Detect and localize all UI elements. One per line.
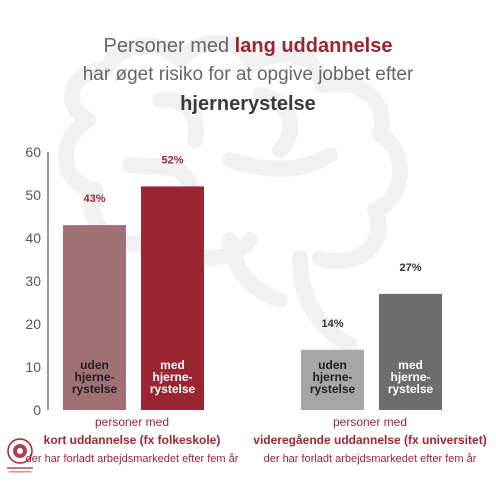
group-label-main: kort uddannelse (fx folkeskole) — [44, 433, 221, 447]
bar-category-label: hjerne- — [312, 370, 352, 384]
y-axis: 0 10 20 30 40 50 60 — [25, 144, 49, 418]
bar-value-label: 43% — [83, 193, 105, 205]
bar-category-label: hjerne- — [390, 370, 430, 384]
chart-title-line2: har øget risiko for at opgive jobbet eft… — [83, 64, 414, 85]
bar-category-label: hjerne- — [152, 370, 192, 384]
bar-category-label: rystelse — [72, 382, 118, 396]
bar-value-label: 27% — [399, 262, 421, 274]
y-tick-label: 20 — [25, 316, 41, 332]
group-label-sub: der har forladt arbejdsmarkedet efter fe… — [26, 453, 239, 465]
bar-category-label: rystelse — [310, 382, 356, 396]
bar-category-label: rystelse — [388, 382, 434, 396]
y-tick-label: 40 — [25, 230, 41, 246]
university-seal-icon — [7, 438, 33, 473]
y-tick-label: 60 — [25, 144, 41, 160]
group-labels: personer med kort uddannelse (fx folkesko… — [26, 415, 487, 465]
y-tick-label: 50 — [25, 187, 41, 203]
bar-category-label: med — [160, 358, 185, 372]
bar-value-label: 14% — [321, 318, 343, 330]
bar — [379, 293, 442, 410]
chart-title-line1: Personer med lang uddannelse — [104, 35, 393, 57]
y-tick-label: 0 — [33, 402, 41, 418]
bar-value-label: 52% — [161, 154, 183, 166]
bars: 43%udenhjerne-rystelse52%medhjerne-ryste… — [63, 154, 442, 410]
chart-title-line3: hjernerystelse — [180, 93, 316, 115]
y-tick-label: 10 — [25, 359, 41, 375]
bar — [63, 225, 126, 410]
bar-category-label: uden — [80, 358, 109, 372]
bar-category-label: hjerne- — [74, 370, 114, 384]
group-label-sub: der har forladt arbejdsmarkedet efter fe… — [264, 453, 477, 465]
bar — [141, 186, 204, 410]
bar-category-label: uden — [318, 358, 347, 372]
brain-icon — [57, 34, 409, 353]
group-label-main: videregående uddannelse (fx universitet) — [253, 433, 486, 447]
bar — [301, 349, 364, 410]
group-label-top: personer med — [333, 415, 407, 429]
title-prefix: Personer med — [104, 35, 235, 57]
title-highlight: lang uddannelse — [235, 35, 393, 57]
bar-category-label: rystelse — [150, 382, 196, 396]
group-label-top: personer med — [95, 415, 169, 429]
y-tick-label: 30 — [25, 273, 41, 289]
bar-category-label: med — [398, 358, 423, 372]
